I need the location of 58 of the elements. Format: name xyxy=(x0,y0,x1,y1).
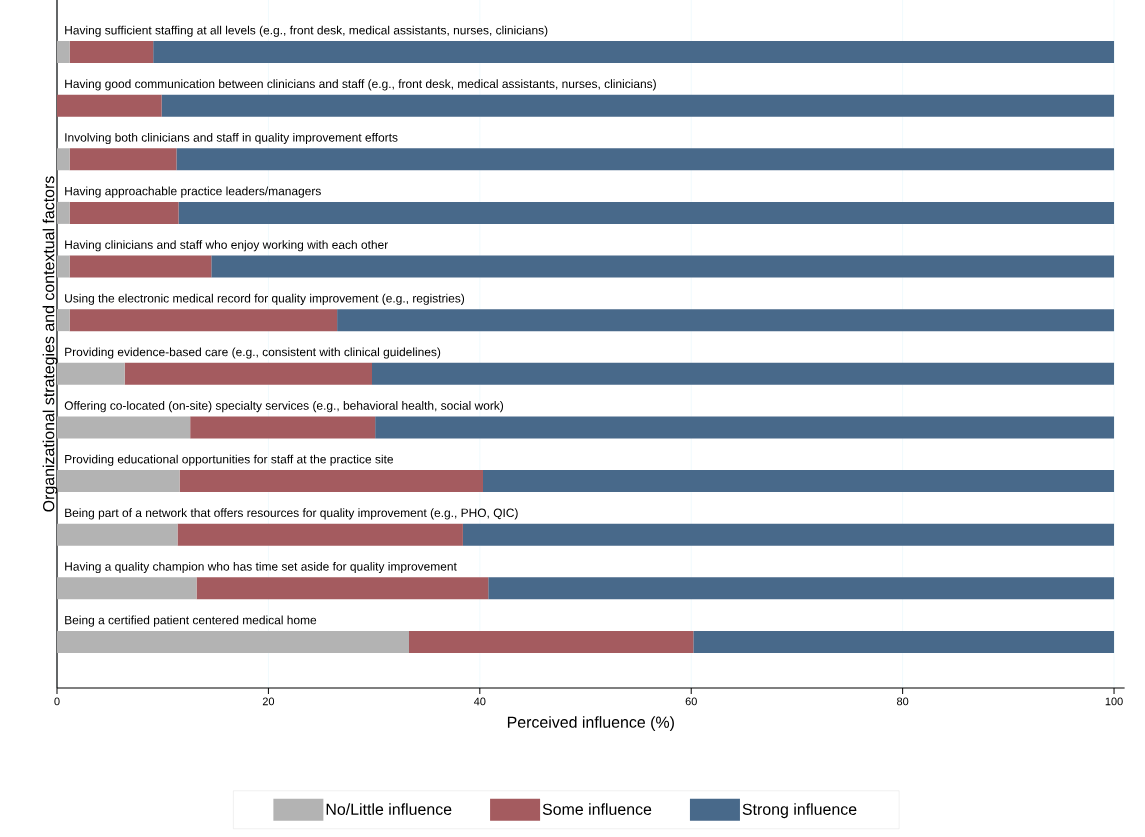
bar xyxy=(337,309,1115,332)
bar xyxy=(69,201,179,224)
bar xyxy=(375,416,1115,439)
bar xyxy=(69,148,177,171)
bar xyxy=(482,470,1115,493)
bar xyxy=(211,255,1115,278)
x-tick-label: 20 xyxy=(262,697,275,706)
y-tick-label: Providing educational opportunities for staff at the practice site xyxy=(65,454,394,466)
y-tick-label: Having clinicians and staff who enjoy working with each other xyxy=(65,240,389,252)
x-tick-label: 60 xyxy=(685,697,697,706)
y-axis-title: Organizational strategies and contextual factors xyxy=(42,176,58,512)
x-tick-label: 100 xyxy=(1105,697,1123,706)
bar xyxy=(57,255,70,278)
bar xyxy=(57,148,70,171)
legend-label: Strong influence xyxy=(742,803,857,819)
bar xyxy=(69,41,154,64)
bar xyxy=(57,201,70,224)
bar xyxy=(178,201,1115,224)
y-tick-label: Offering co-located (on-site) specialty services (e.g., behavioral health, social work) xyxy=(64,401,504,413)
bar xyxy=(57,577,197,600)
bar xyxy=(69,309,338,332)
bar xyxy=(190,416,376,439)
y-tick-label: Providing evidence-based care (e.g., consistent with clinical guidelines) xyxy=(65,347,441,359)
legend-label: Some influence xyxy=(542,803,652,815)
bar xyxy=(177,523,463,546)
bar xyxy=(693,630,1115,653)
bar xyxy=(57,309,70,332)
bar xyxy=(69,255,212,278)
y-tick-label: Having good communication between clinicians and staff (e.g., front desk, medical assistants, nurses, clinicians) xyxy=(65,79,656,91)
y-tick-label: Having sufficient staffing at all levels (e.g., front desk, medical assistants, nurses, clinicians) xyxy=(65,25,548,37)
x-axis-title: Perceived influence (%) xyxy=(507,716,674,731)
bar xyxy=(196,577,489,600)
bar xyxy=(57,41,70,64)
x-tick-label: 80 xyxy=(897,697,909,706)
y-tick-label: Being part of a network that offers resources for quality improvement (e.g., PHO, QIC) xyxy=(65,508,518,520)
bar xyxy=(153,41,1115,64)
y-tick-label: Having approachable practice leaders/managers xyxy=(65,186,321,198)
bar xyxy=(161,94,1115,117)
x-tick-label: 0 xyxy=(54,697,60,706)
bar xyxy=(488,577,1115,600)
bar xyxy=(409,630,694,653)
bar xyxy=(462,523,1115,546)
bar xyxy=(57,523,178,546)
bar xyxy=(57,94,162,117)
bar xyxy=(57,630,409,653)
bar xyxy=(179,470,483,493)
bar xyxy=(176,148,1115,171)
y-tick-label: Having a quality champion who has time set aside for quality improvement xyxy=(65,561,457,574)
y-tick-label: Being a certified patient centered medical home xyxy=(65,615,317,627)
bar xyxy=(57,470,180,493)
legend-label: No/Little influence xyxy=(326,803,452,815)
y-tick-label: Using the electronic medical record for quality improvement (e.g., registries) xyxy=(65,293,465,305)
x-tick-label: 40 xyxy=(473,697,486,706)
bar xyxy=(124,362,372,385)
bar xyxy=(372,362,1115,385)
bar xyxy=(57,362,125,385)
bar xyxy=(57,416,191,439)
y-tick-label: Involving both clinicians and staff in quality improvement efforts xyxy=(65,132,398,145)
